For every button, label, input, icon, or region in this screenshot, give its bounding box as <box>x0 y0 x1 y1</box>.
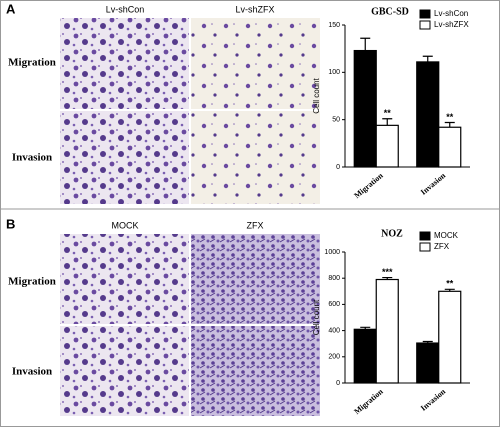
x-tick-label: Invasion <box>419 171 448 197</box>
micrograph <box>191 234 320 324</box>
row-label: Migration <box>8 276 56 288</box>
y-axis-label: Cell count <box>312 77 321 113</box>
chart-title: NOZ <box>381 228 403 239</box>
y-axis-label: Cell count <box>312 299 321 335</box>
significance-label: *** <box>382 267 393 277</box>
error-bar <box>444 288 455 292</box>
column-label: Lv-shCon <box>106 4 145 14</box>
error-bar <box>360 326 371 330</box>
bar <box>353 328 377 384</box>
bar <box>438 126 462 168</box>
micrograph <box>60 234 189 324</box>
micrograph <box>191 326 320 416</box>
x-tick-label: Migration <box>352 171 385 201</box>
y-tick-label: 1000 <box>324 249 340 256</box>
micrograph <box>60 18 189 109</box>
chart-title: GBC-SD <box>371 6 409 17</box>
y-tick-label: 0 <box>336 164 340 171</box>
x-tick-label: Invasion <box>419 387 448 413</box>
significance-label: ** <box>384 108 392 118</box>
panel-label: A <box>6 1 16 16</box>
column-label: Lv-shZFX <box>235 4 274 14</box>
error-bar <box>422 55 433 62</box>
y-tick-label: 0 <box>336 380 340 387</box>
legend-label: Lv-shCon <box>434 9 468 18</box>
significance-label: ** <box>446 279 454 289</box>
x-tick-label: Migration <box>352 387 385 417</box>
error-bar <box>444 121 455 128</box>
legend-label: Lv-shZFX <box>434 20 469 29</box>
legend-swatch <box>419 231 431 241</box>
y-tick-label: 150 <box>328 22 340 29</box>
column-label: ZFX <box>247 220 264 230</box>
y-tick-label: 100 <box>328 69 340 76</box>
bar <box>375 124 399 168</box>
bar <box>416 342 440 384</box>
legend-label: MOCK <box>434 231 459 240</box>
row-label: Invasion <box>12 366 52 378</box>
micrograph <box>60 111 189 204</box>
y-tick-label: 50 <box>332 117 340 124</box>
bar <box>438 290 462 384</box>
error-bar <box>382 118 393 126</box>
error-bar <box>360 37 371 51</box>
micrograph <box>191 111 320 204</box>
legend-swatch <box>419 9 431 19</box>
micrograph <box>191 18 320 109</box>
legend-swatch <box>419 242 431 252</box>
y-tick-label: 600 <box>328 301 340 308</box>
column-label: MOCK <box>112 220 139 230</box>
y-tick-label: 400 <box>328 327 340 334</box>
error-bar <box>422 340 433 344</box>
bar <box>375 278 399 384</box>
row-label: Invasion <box>12 152 52 164</box>
bar <box>353 49 377 168</box>
row-label: Migration <box>8 57 56 69</box>
error-bar <box>382 276 393 280</box>
significance-label: ** <box>446 112 454 122</box>
bar <box>416 61 440 168</box>
legend-swatch <box>419 20 431 30</box>
y-tick-label: 800 <box>328 275 340 282</box>
y-tick-label: 200 <box>328 354 340 361</box>
micrograph <box>60 326 189 416</box>
panel-label: B <box>6 216 15 231</box>
legend-label: ZFX <box>434 242 450 251</box>
